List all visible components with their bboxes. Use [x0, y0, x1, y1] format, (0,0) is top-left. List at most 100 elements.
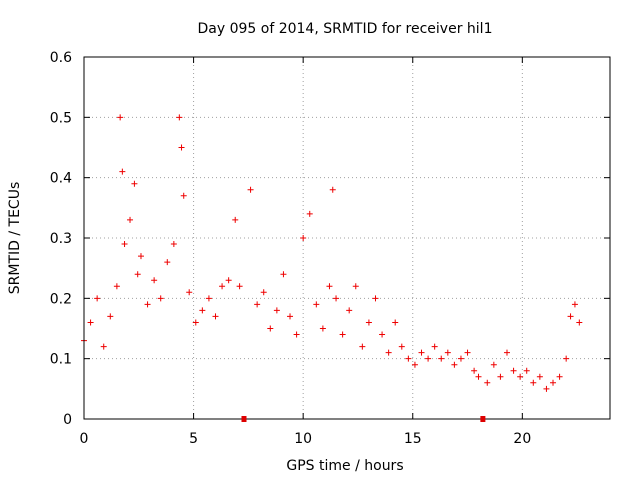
data-point — [260, 289, 267, 296]
data-point — [556, 373, 563, 380]
data-point — [530, 379, 537, 386]
data-point — [199, 307, 206, 314]
data-point — [113, 283, 120, 290]
data-point — [379, 331, 386, 338]
data-points — [81, 114, 583, 392]
data-point — [107, 313, 114, 320]
data-point — [471, 367, 478, 374]
data-point — [438, 355, 445, 362]
data-point — [212, 313, 219, 320]
data-point — [205, 295, 212, 302]
gap-markers — [241, 416, 486, 422]
data-point — [157, 295, 164, 302]
data-point — [484, 379, 491, 386]
data-point — [306, 210, 313, 217]
data-point — [178, 144, 185, 151]
data-point — [280, 271, 287, 278]
data-point — [180, 192, 187, 199]
y-tick-label: 0 — [63, 412, 72, 428]
y-tick-label: 0.1 — [50, 352, 72, 368]
data-point — [87, 319, 94, 326]
data-point — [131, 180, 138, 187]
data-point — [411, 361, 418, 368]
data-point — [293, 331, 300, 338]
grid — [84, 57, 610, 419]
data-point — [151, 277, 158, 284]
data-point — [457, 355, 464, 362]
x-axis: 0 5 10 15 20 — [80, 57, 531, 447]
data-point — [359, 343, 366, 350]
data-point — [339, 331, 346, 338]
data-point — [313, 301, 320, 308]
data-point — [127, 216, 134, 223]
data-point — [326, 283, 333, 290]
data-point — [144, 301, 151, 308]
x-tick-label: 0 — [80, 431, 89, 447]
data-point — [176, 114, 183, 121]
gap-marker — [241, 416, 247, 422]
data-point — [543, 385, 550, 392]
data-point — [490, 361, 497, 368]
y-axis: 0 0.1 0.2 0.3 0.4 0.5 0.6 — [50, 50, 610, 428]
y-axis-label: SRMTID / TECUs — [7, 182, 23, 295]
data-point — [267, 325, 274, 332]
data-point — [392, 319, 399, 326]
y-tick-label: 0.3 — [50, 231, 72, 247]
data-point — [254, 301, 261, 308]
data-point — [346, 307, 353, 314]
data-point — [232, 216, 239, 223]
data-point — [405, 355, 412, 362]
data-point — [550, 379, 557, 386]
plot-frame — [83, 56, 611, 420]
data-point — [119, 168, 126, 175]
data-point — [385, 349, 392, 356]
data-point — [464, 349, 471, 356]
x-tick-label: 20 — [513, 431, 531, 447]
data-point — [536, 373, 543, 380]
data-point — [192, 319, 199, 326]
data-point — [219, 283, 226, 290]
data-point — [300, 235, 307, 241]
data-point — [170, 241, 177, 248]
x-tick-label: 15 — [404, 431, 422, 447]
data-point — [134, 271, 141, 278]
data-point — [333, 295, 340, 302]
x-tick-label: 10 — [294, 431, 312, 447]
data-point — [451, 361, 458, 368]
x-tick-label: 5 — [189, 431, 198, 447]
x-axis-label: GPS time / hours — [286, 458, 403, 474]
data-point — [398, 343, 405, 350]
data-point — [418, 349, 425, 356]
data-point — [121, 241, 128, 248]
data-point — [352, 283, 359, 290]
data-point — [576, 319, 583, 326]
y-tick-label: 0.5 — [50, 110, 72, 126]
data-point — [475, 373, 482, 380]
data-point — [225, 277, 232, 284]
data-point — [100, 343, 107, 350]
data-point — [517, 373, 524, 380]
data-point — [137, 253, 144, 260]
y-tick-label: 0.6 — [50, 50, 72, 66]
data-point — [497, 373, 504, 380]
data-point — [431, 343, 438, 350]
chart-title: Day 095 of 2014, SRMTID for receiver hil… — [198, 21, 493, 37]
data-point — [236, 283, 243, 290]
data-point — [425, 355, 432, 362]
y-tick-label: 0.2 — [50, 291, 72, 307]
data-point — [510, 367, 517, 374]
data-point — [503, 349, 510, 356]
data-point — [319, 325, 326, 332]
data-point — [365, 319, 372, 326]
data-point — [567, 313, 574, 320]
data-point — [287, 313, 294, 320]
data-point — [164, 259, 171, 266]
data-point — [571, 301, 578, 308]
data-point — [523, 367, 530, 374]
data-point — [94, 295, 101, 302]
data-point — [372, 295, 379, 302]
data-point — [273, 307, 280, 314]
data-point — [186, 289, 193, 296]
y-tick-label: 0.4 — [50, 171, 72, 187]
